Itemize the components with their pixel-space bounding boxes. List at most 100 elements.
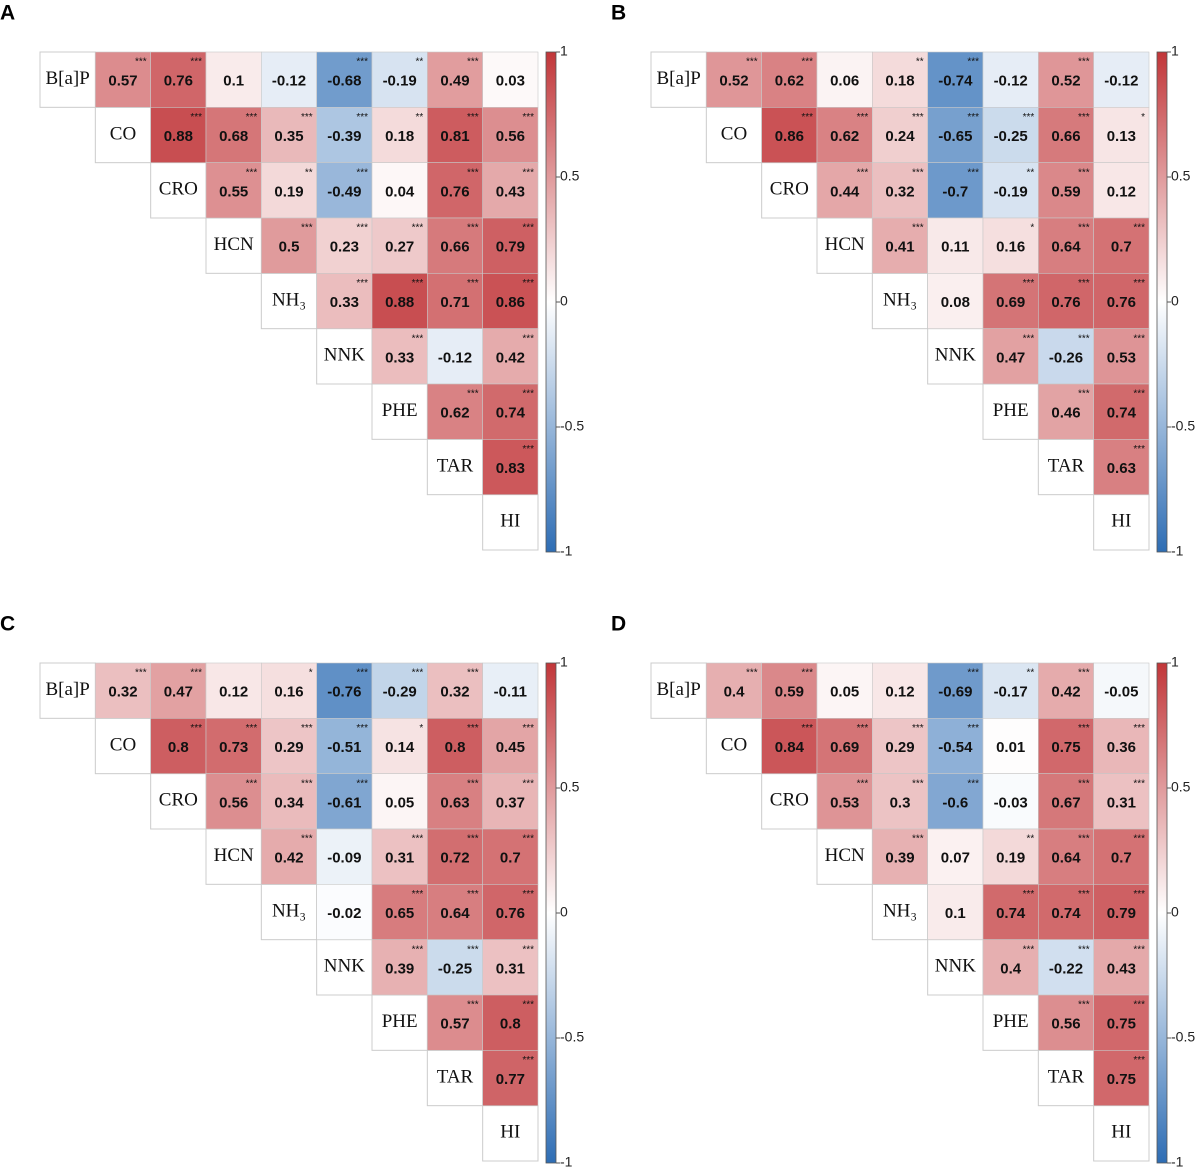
panel-label: C [0, 613, 15, 636]
cell-value: 0.86 [775, 128, 804, 145]
panel-label: B [611, 2, 626, 25]
label-cell [761, 773, 818, 830]
variable-label: PHE [993, 400, 1029, 421]
significance-stars: *** [522, 333, 534, 344]
significance-stars: *** [467, 889, 479, 900]
colorbar [1156, 51, 1168, 553]
colorbar-tick-label: 0.5 [1171, 779, 1191, 795]
significance-stars: *** [356, 112, 368, 123]
cell-value: 0.32 [885, 183, 914, 200]
significance-stars: *** [135, 57, 147, 68]
variable-label: HCN [214, 234, 254, 255]
significance-stars: *** [857, 723, 869, 734]
cell-value: 0.32 [108, 684, 137, 701]
heatmap-cell [482, 51, 539, 108]
significance-stars: *** [912, 834, 924, 845]
heatmap-cell [205, 51, 262, 108]
cell-value: 0.67 [1051, 794, 1080, 811]
heatmap-cell [482, 1050, 539, 1106]
heatmap-cell [927, 884, 984, 940]
cell-value: 0.31 [496, 960, 525, 977]
variable-label: PHE [382, 1011, 418, 1032]
cell-value: 0.16 [274, 684, 303, 701]
cell-value: 0.59 [775, 684, 804, 701]
heatmap-cell [261, 718, 317, 774]
cell-value: 0.69 [830, 739, 859, 756]
heatmap-cell [482, 217, 539, 274]
colorbar-tick-label: -0.5 [560, 418, 584, 434]
cell-value: 0.39 [885, 850, 914, 867]
significance-stars: *** [1133, 889, 1145, 900]
significance-stars: * [1030, 223, 1034, 234]
variable-label: B[a]P [657, 68, 701, 89]
cell-value: 0.75 [1107, 1016, 1136, 1033]
heatmap-cell [482, 162, 539, 219]
significance-stars: *** [746, 57, 758, 68]
significance-stars: *** [522, 778, 534, 789]
significance-stars: * [419, 723, 423, 734]
significance-stars: *** [967, 112, 979, 123]
cell-value: 0.69 [996, 294, 1025, 311]
cell-value: 0.8 [445, 739, 466, 756]
significance-stars: *** [1078, 57, 1090, 68]
cell-value: 0.29 [274, 739, 303, 756]
significance-stars: *** [1133, 778, 1145, 789]
heatmap-cell [927, 217, 984, 274]
significance-stars: ** [416, 112, 424, 123]
significance-stars: ** [1027, 167, 1035, 178]
cell-value: 0.14 [385, 739, 415, 756]
colorbar-tick-label: -1 [560, 1154, 573, 1170]
cell-value: -0.05 [1104, 684, 1138, 701]
cell-value: -0.61 [327, 794, 361, 811]
heatmap-cell [927, 273, 984, 329]
heatmap-cell [261, 828, 317, 885]
colorbar [545, 51, 557, 553]
cell-value: 0.4 [1000, 960, 1022, 977]
colorbar-tick-label: 0 [560, 293, 568, 309]
significance-stars: *** [467, 389, 479, 400]
heatmap-cell [427, 162, 483, 219]
significance-stars: *** [1133, 333, 1145, 344]
variable-label: NH₃ [272, 289, 306, 310]
heatmap-cell [316, 828, 373, 885]
significance-stars: ** [416, 57, 424, 68]
cell-value: 0.74 [1107, 405, 1137, 422]
cell-value: -0.6 [942, 794, 968, 811]
cell-value: -0.17 [994, 684, 1028, 701]
cell-value: 0.19 [996, 850, 1025, 867]
significance-stars: *** [522, 223, 534, 234]
cell-value: 0.7 [1111, 239, 1132, 256]
cell-value: -0.09 [327, 850, 361, 867]
heatmap-cell [150, 107, 207, 163]
cell-value: 0.18 [385, 128, 414, 145]
heatmap-cell [1038, 273, 1094, 329]
cell-value: -0.49 [327, 183, 361, 200]
heatmap-cell [1093, 884, 1150, 940]
cell-value: -0.12 [272, 73, 306, 90]
heatmap-cell [1093, 217, 1150, 274]
heatmap-cell [427, 107, 483, 163]
significance-stars: *** [467, 278, 479, 289]
panel-label: D [611, 613, 626, 636]
cell-value: 0.24 [885, 128, 915, 145]
variable-label: NNK [935, 345, 976, 366]
heatmap-cell [872, 718, 928, 774]
colorbar-tick-label: 0.5 [1171, 168, 1191, 184]
significance-stars: *** [412, 333, 424, 344]
heatmap-cell [482, 439, 539, 495]
colorbar-tick-label: 1 [1171, 654, 1179, 670]
cell-value: 0.56 [219, 794, 248, 811]
heatmap-cell [427, 273, 483, 329]
cell-value: 0.72 [440, 850, 469, 867]
heatmap-cell [371, 662, 428, 719]
heatmap-cell [927, 107, 984, 163]
label-cell [982, 383, 1039, 440]
significance-stars: *** [467, 723, 479, 734]
significance-stars: *** [1023, 112, 1035, 123]
cell-value: 0.43 [496, 183, 525, 200]
variable-label: CO [110, 123, 136, 144]
cell-value: 0.42 [496, 349, 525, 366]
heatmap-cell [150, 662, 207, 719]
label-cell [482, 494, 539, 551]
heatmap-cell [1038, 773, 1094, 830]
